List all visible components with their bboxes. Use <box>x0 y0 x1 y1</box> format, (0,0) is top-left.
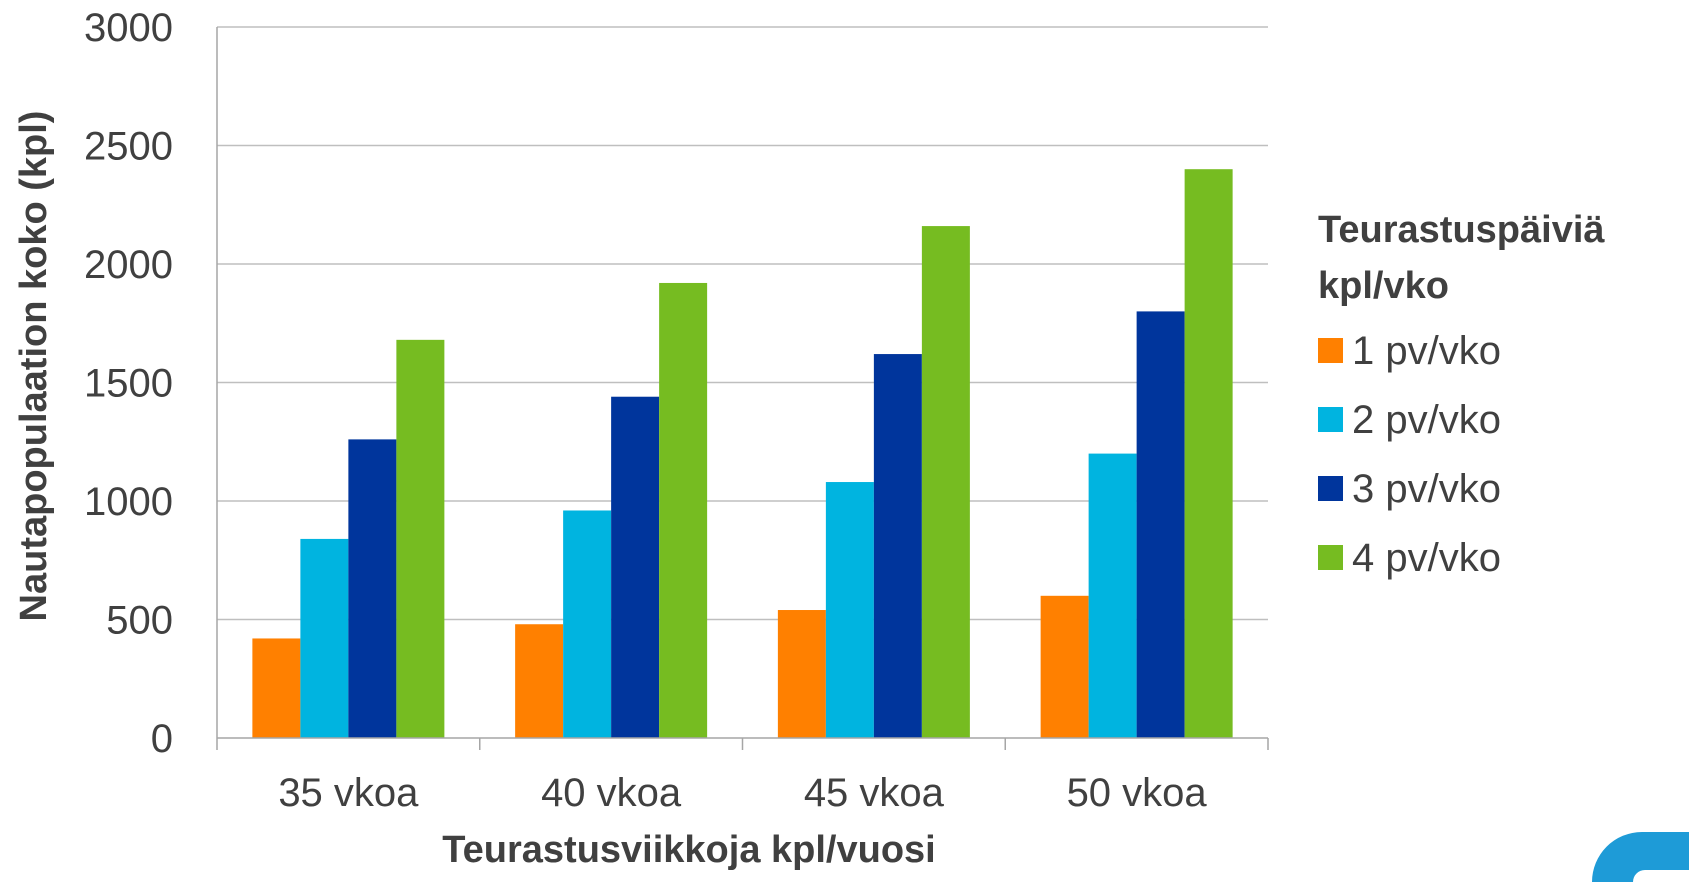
legend: Teurastuspäiviä kpl/vko 1 pv/vko 2 pv/vko… <box>1318 209 1605 580</box>
legend-swatch <box>1318 545 1343 570</box>
bar-3-2 <box>611 396 660 738</box>
x-tick-label: 40 vkoa <box>541 771 682 815</box>
y-tick-labels: 0 500 1000 1500 2000 2500 3000 <box>84 6 173 761</box>
x-tick-label: 35 vkoa <box>278 771 419 815</box>
bar-4-4 <box>1184 169 1233 738</box>
legend-label: 2 pv/vko <box>1352 398 1501 442</box>
y-tick-label: 3000 <box>84 6 173 50</box>
bar-2-1 <box>300 538 349 738</box>
bar-4-2 <box>659 282 708 738</box>
bar-2-2 <box>563 510 612 738</box>
axes <box>216 27 1269 750</box>
bar-3-4 <box>1136 311 1185 738</box>
bar-3-3 <box>873 354 922 738</box>
y-tick-label: 1500 <box>84 362 173 406</box>
bar-1-4 <box>1040 595 1089 738</box>
x-tick-label: 50 vkoa <box>1067 771 1208 815</box>
y-tick-label: 0 <box>151 717 173 761</box>
bar-4-3 <box>921 226 970 738</box>
bars <box>252 169 1233 738</box>
bar-2-3 <box>825 482 874 738</box>
legend-swatch <box>1318 476 1343 501</box>
bar-1-2 <box>515 624 564 738</box>
legend-label: 1 pv/vko <box>1352 329 1501 373</box>
legend-title-line2: kpl/vko <box>1318 265 1449 307</box>
x-tick-label: 45 vkoa <box>804 771 945 815</box>
x-axis-title: Teurastusviikkoja kpl/vuosi <box>442 829 935 871</box>
bar-2-4 <box>1088 453 1137 738</box>
legend-title-line1: Teurastuspäiviä <box>1318 209 1605 251</box>
x-tick-labels: 35 vkoa 40 vkoa 45 vkoa 50 vkoa <box>278 771 1207 815</box>
y-axis-title: Nautapopulaation koko (kpl) <box>13 111 55 622</box>
legend-swatch <box>1318 407 1343 432</box>
y-tick-label: 1000 <box>84 480 173 524</box>
y-tick-label: 2500 <box>84 125 173 169</box>
bar-4-1 <box>396 339 445 738</box>
y-tick-label: 2000 <box>84 243 173 287</box>
bar-1-1 <box>252 638 301 738</box>
corner-logo <box>1592 832 1689 882</box>
bar-1-3 <box>777 610 826 738</box>
legend-swatch <box>1318 338 1343 363</box>
y-tick-label: 500 <box>106 599 173 643</box>
legend-label: 3 pv/vko <box>1352 467 1501 511</box>
bar-3-1 <box>348 439 397 738</box>
legend-label: 4 pv/vko <box>1352 536 1501 580</box>
